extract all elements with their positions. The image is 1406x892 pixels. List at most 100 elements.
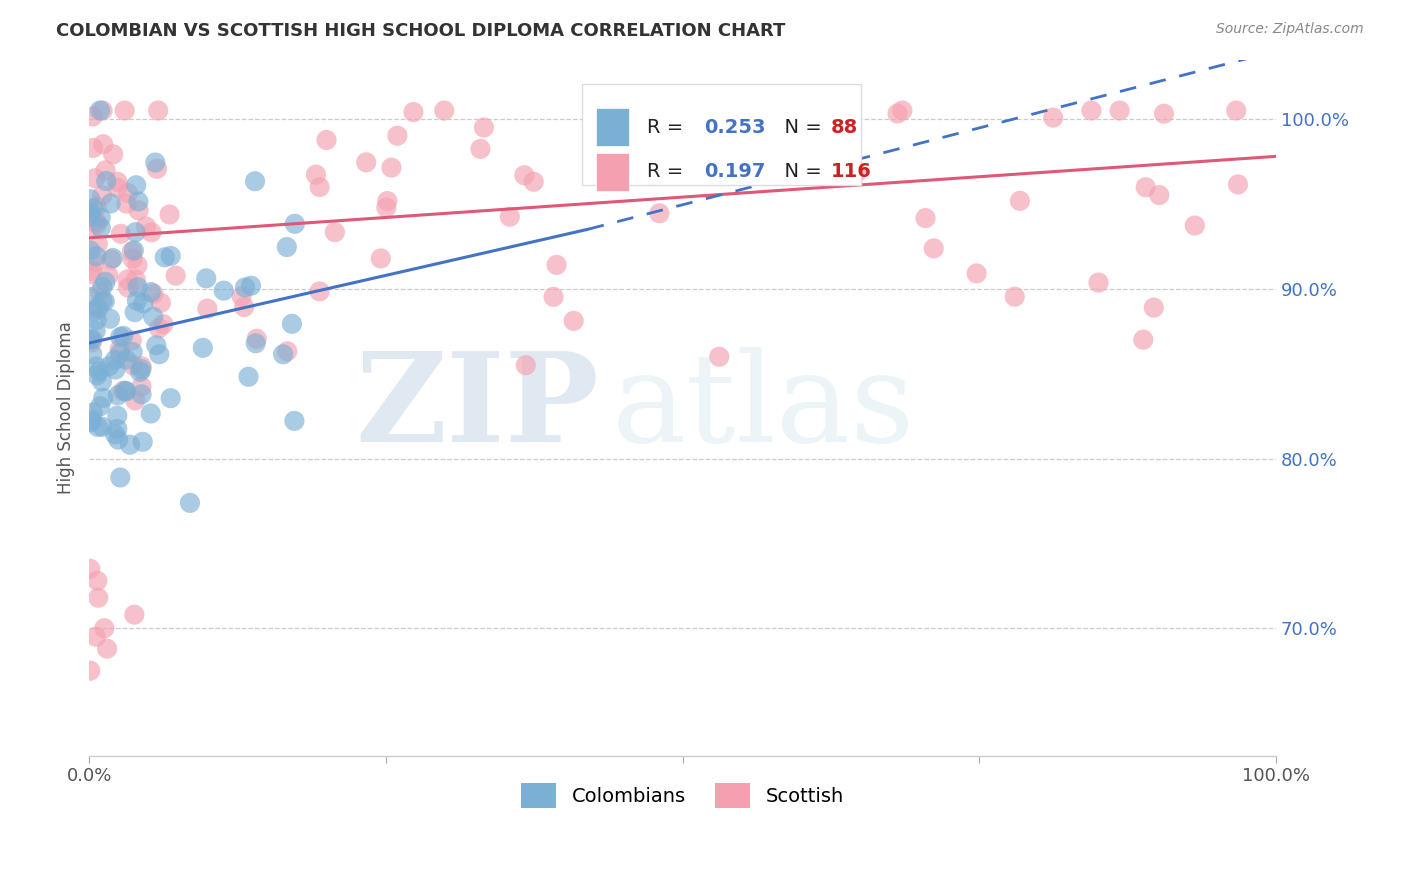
Point (107, 388, 129, 402)
Point (84, 215, 107, 229)
Point (370, 252, 392, 266)
Point (105, 409, 128, 423)
Point (922, 241, 945, 255)
Point (91, 419, 114, 434)
Point (98, 359, 121, 374)
Point (104, 427, 127, 442)
Point (97, 268, 120, 283)
Point (1008, 194, 1031, 208)
Point (118, 438, 141, 452)
Point (117, 280, 139, 294)
Point (91, 391, 114, 405)
Point (79, 562, 101, 576)
Point (84, 324, 107, 338)
Point (141, 225, 163, 239)
Point (111, 384, 134, 398)
Point (108, 346, 131, 360)
Point (308, 180, 330, 194)
Point (129, 365, 152, 379)
Point (638, 169, 661, 183)
Point (87, 301, 110, 316)
Point (305, 168, 328, 182)
Point (94, 275, 117, 289)
Point (87, 364, 110, 378)
Point (82, 332, 104, 346)
Point (233, 280, 256, 294)
Point (246, 332, 269, 346)
Point (86, 249, 108, 263)
Text: Source: ZipAtlas.com: Source: ZipAtlas.com (1216, 22, 1364, 37)
Point (114, 103, 136, 118)
Point (191, 341, 214, 355)
Point (91, 280, 114, 294)
Point (131, 362, 153, 376)
Point (127, 258, 149, 272)
Point (91, 293, 114, 308)
Point (592, 103, 614, 118)
Text: 0.253: 0.253 (704, 118, 765, 136)
Point (91, 188, 114, 202)
Point (153, 250, 176, 264)
Point (117, 186, 139, 200)
Point (100, 196, 122, 211)
Point (89, 399, 111, 413)
Point (121, 252, 143, 266)
Point (115, 352, 138, 367)
Point (124, 607, 146, 622)
Point (142, 286, 165, 301)
Point (84, 171, 107, 186)
Point (1153, 106, 1175, 120)
Point (149, 295, 172, 310)
Point (375, 194, 398, 208)
Point (79, 267, 101, 281)
Point (91, 103, 114, 118)
Point (101, 251, 124, 265)
Point (1149, 188, 1171, 202)
Point (315, 133, 337, 147)
Point (146, 161, 169, 176)
Point (472, 120, 495, 135)
Point (793, 103, 815, 118)
Point (104, 362, 127, 376)
Point (709, 350, 731, 364)
Point (89, 103, 111, 118)
Point (80, 219, 103, 234)
Point (90, 375, 112, 389)
Point (1108, 103, 1130, 118)
Point (1226, 178, 1249, 192)
Point (86, 368, 108, 383)
Point (1132, 333, 1154, 347)
Point (86, 313, 108, 327)
Point (79, 205, 101, 219)
Point (125, 273, 148, 287)
Point (165, 268, 187, 283)
Point (1087, 276, 1109, 290)
Point (245, 336, 267, 351)
Point (380, 161, 402, 175)
Point (79, 664, 101, 678)
Point (80, 415, 103, 429)
Point (125, 178, 148, 193)
Point (115, 196, 138, 211)
Point (86, 574, 108, 588)
Point (231, 289, 253, 303)
Text: atlas: atlas (612, 347, 915, 468)
Point (617, 169, 640, 183)
Point (966, 267, 988, 281)
Point (145, 338, 167, 352)
Point (131, 387, 153, 401)
Point (80, 413, 103, 427)
Point (131, 379, 153, 393)
Point (89, 285, 111, 299)
Point (82, 264, 104, 278)
Point (110, 227, 132, 241)
Point (82, 406, 104, 420)
Point (1042, 111, 1064, 125)
Point (117, 272, 139, 286)
Point (94, 163, 117, 178)
Point (98, 311, 121, 326)
Point (375, 201, 398, 215)
Point (79, 332, 101, 346)
Point (212, 284, 235, 298)
Point (105, 422, 128, 436)
